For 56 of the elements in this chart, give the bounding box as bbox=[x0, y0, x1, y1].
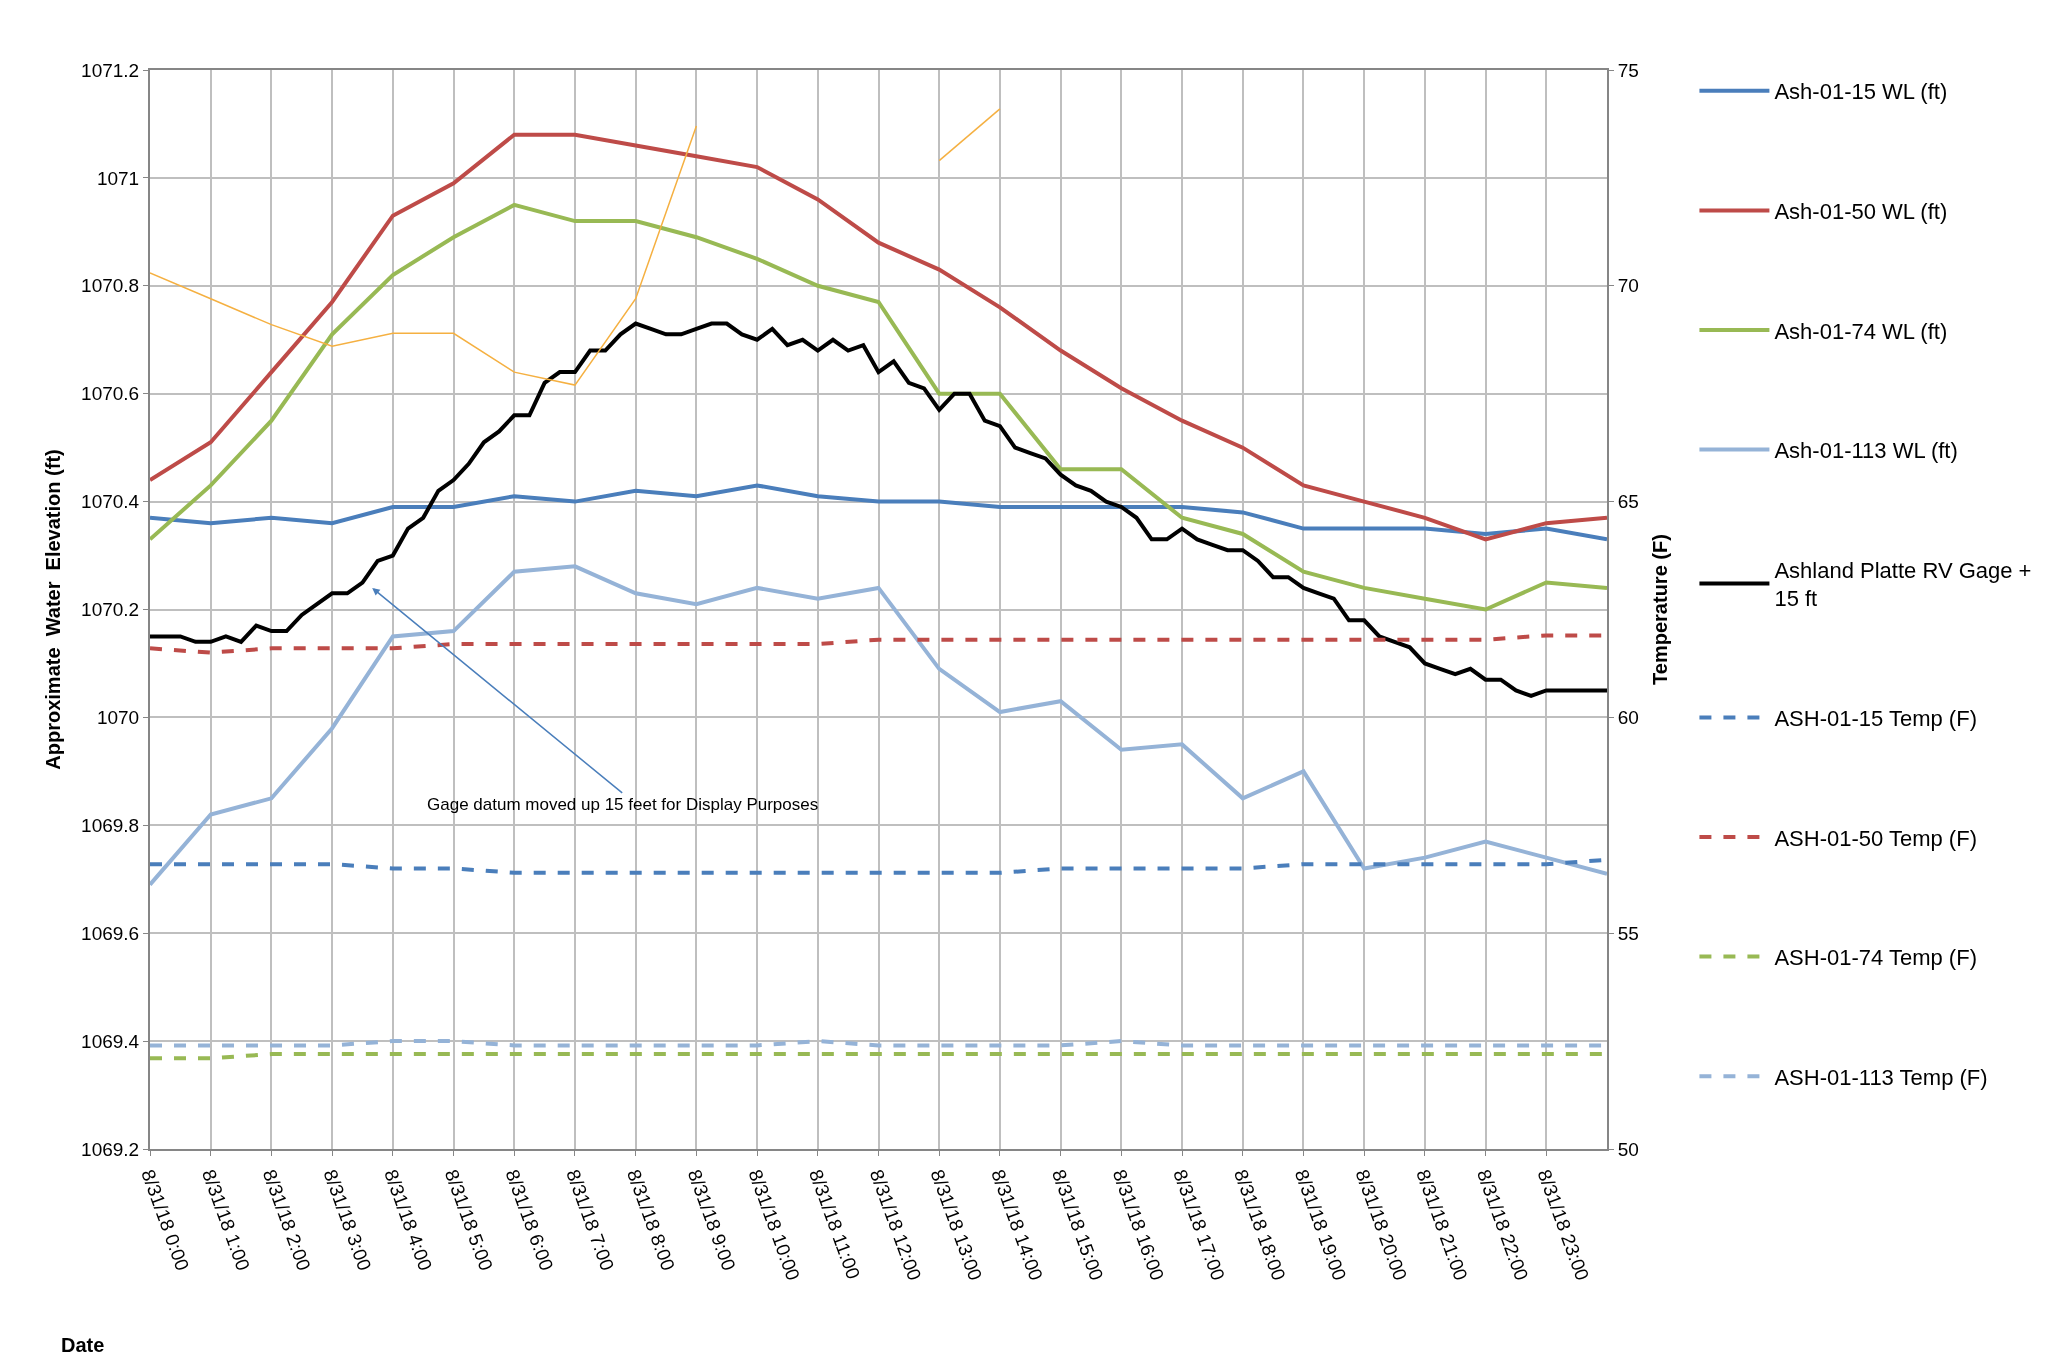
x-tick-label: 8/31/18 1:00 bbox=[198, 1166, 254, 1274]
x-tick-label: 8/31/18 23:00 bbox=[1533, 1166, 1594, 1284]
x-tick-label: 8/31/18 0:00 bbox=[137, 1166, 194, 1274]
x-tick-label: 8/31/18 4:00 bbox=[380, 1166, 437, 1274]
x-tick-label: 8/31/18 3:00 bbox=[319, 1166, 376, 1274]
x-tick-label: 8/31/18 20:00 bbox=[1351, 1166, 1411, 1284]
x-tick-label: 8/31/18 8:00 bbox=[622, 1166, 679, 1274]
y-tick-label: 1070.2 bbox=[81, 599, 140, 621]
y-tick-label: 1070.6 bbox=[81, 383, 140, 405]
y-axis-title: Approximate Water Elevation (ft) bbox=[42, 449, 65, 770]
y-tick-label: 1070.4 bbox=[81, 491, 140, 513]
x-tick-label: 8/31/18 6:00 bbox=[501, 1166, 558, 1274]
x-tick-label: 8/31/18 15:00 bbox=[1047, 1166, 1108, 1284]
x-tick-label: 8/31/18 22:00 bbox=[1472, 1166, 1533, 1284]
annotation: Gage datum moved up 15 feet for Display Purposes bbox=[427, 795, 819, 814]
x-tick-label: 8/31/18 21:00 bbox=[1412, 1166, 1472, 1284]
x-tick-label: 8/31/18 7:00 bbox=[562, 1166, 619, 1274]
line-series bbox=[150, 202, 1607, 612]
y-tick-label: 1069.4 bbox=[81, 1030, 140, 1052]
y2-tick-label: 55 bbox=[1617, 922, 1639, 944]
x-tick-label: 8/31/18 9:00 bbox=[683, 1166, 740, 1274]
legend-label: ASH-01-113 Temp (F) bbox=[1774, 1064, 1988, 1090]
x-tick-label: 8/31/18 11:00 bbox=[805, 1166, 865, 1282]
y-tick-label: 1071.2 bbox=[81, 59, 140, 81]
x-tick-label: 8/31/18 18:00 bbox=[1230, 1166, 1290, 1284]
y-tick-label: 1069.6 bbox=[81, 922, 140, 944]
legend-label: Ash-01-50 WL (ft) bbox=[1774, 198, 1948, 224]
y2-tick-label: 50 bbox=[1617, 1138, 1639, 1160]
y2-axis-title: Temperature (F) bbox=[1648, 534, 1671, 685]
y-tick-label: 1070.8 bbox=[81, 275, 140, 297]
x-tick-label: 8/31/18 19:00 bbox=[1290, 1166, 1351, 1284]
legend-label: Ashland Platte RV Gage + 15 ft bbox=[1774, 557, 2032, 612]
legend-label: Ash-01-74 WL (ft) bbox=[1774, 318, 1948, 344]
y2-tick-label: 60 bbox=[1617, 707, 1639, 729]
y-tick-label: 1069.2 bbox=[81, 1138, 140, 1160]
y-tick-label: 1070 bbox=[96, 707, 140, 729]
x-tick-label: 8/31/18 2:00 bbox=[258, 1166, 315, 1274]
legend-label: Ash-01-15 WL (ft) bbox=[1774, 79, 1948, 105]
legend-label: ASH-01-74 Temp (F) bbox=[1774, 945, 1977, 971]
line-series bbox=[150, 483, 1607, 542]
x-tick-label: 8/31/18 16:00 bbox=[1108, 1166, 1169, 1284]
x-axis-title: Date bbox=[61, 1334, 105, 1356]
legend-label: Ash-01-113 WL (ft) bbox=[1774, 438, 1958, 464]
legend-label: ASH-01-15 Temp (F) bbox=[1774, 705, 1977, 731]
y2-tick-label: 75 bbox=[1617, 59, 1639, 81]
x-tick-label: 8/31/18 14:00 bbox=[987, 1166, 1047, 1284]
x-tick-label: 8/31/18 17:00 bbox=[1169, 1166, 1229, 1284]
legend-label: ASH-01-50 Temp (F) bbox=[1774, 825, 1977, 851]
y-tick-label: 1069.8 bbox=[81, 814, 140, 836]
y2-tick-label: 65 bbox=[1617, 491, 1639, 513]
x-tick-label: 8/31/18 13:00 bbox=[926, 1166, 987, 1284]
y-tick-label: 1071 bbox=[96, 167, 140, 189]
line-series bbox=[150, 132, 1607, 542]
y2-tick-label: 70 bbox=[1617, 275, 1639, 297]
x-tick-label: 8/31/18 10:00 bbox=[744, 1166, 804, 1284]
line-series bbox=[150, 564, 1607, 887]
